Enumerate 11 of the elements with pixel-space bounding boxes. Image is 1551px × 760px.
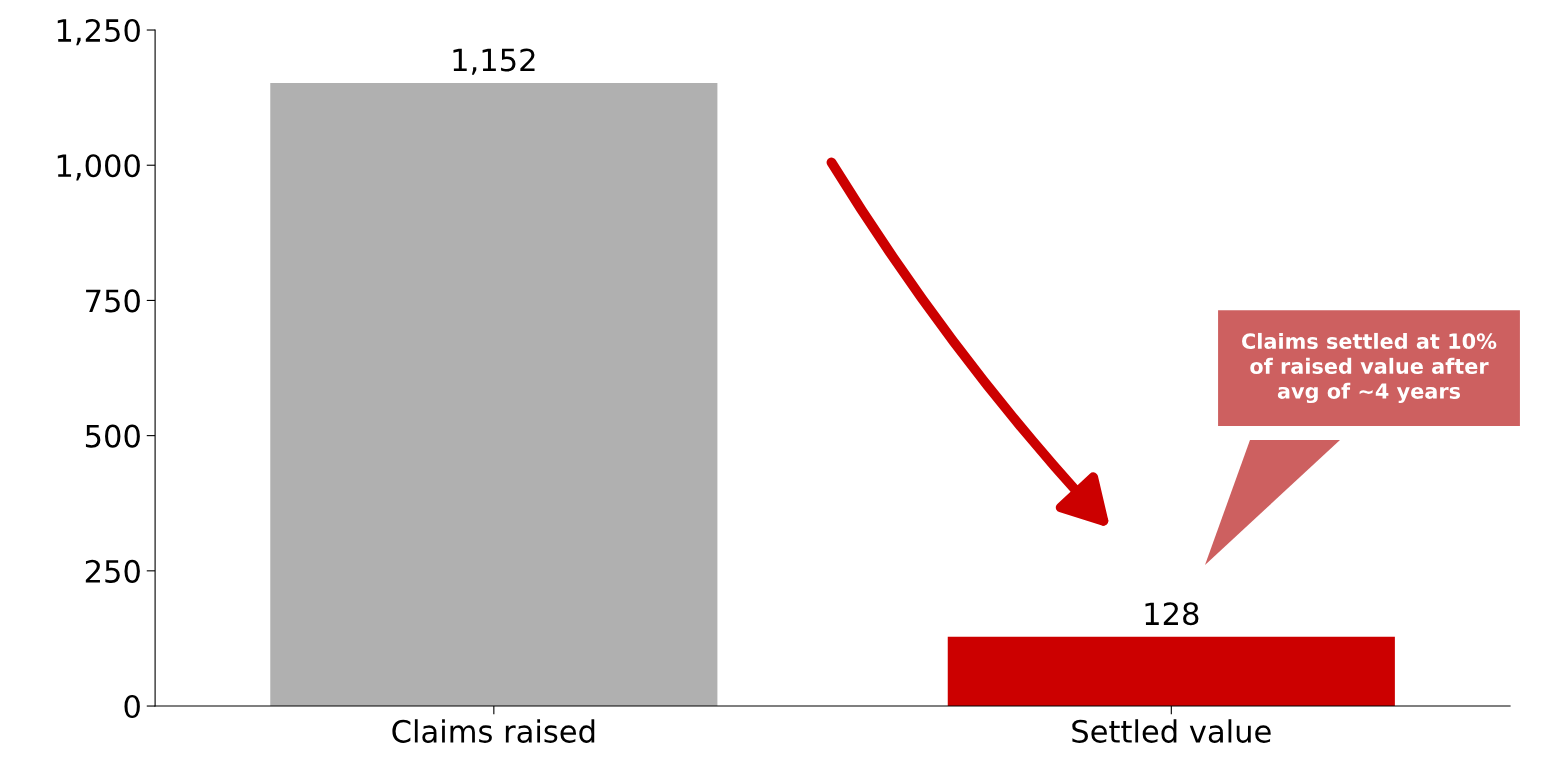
x-tick-label: Settled value bbox=[1072, 719, 1271, 743]
y-tick-label: 1,000 bbox=[57, 154, 140, 181]
y-tick-label: 500 bbox=[85, 424, 140, 448]
data-label: 1,152 bbox=[453, 48, 535, 75]
data-label: 128 bbox=[1145, 602, 1199, 626]
annotation: Claims settled at 10% of raised value after avg of ~4 years bbox=[1242, 332, 1497, 404]
y-tick-label: 1,250 bbox=[57, 18, 140, 46]
y-tick-label: 750 bbox=[86, 289, 140, 313]
y-tick-label: 250 bbox=[85, 559, 140, 583]
x-tick-label: Claims raised bbox=[392, 719, 595, 743]
y-tick-label: 0 bbox=[124, 694, 140, 719]
